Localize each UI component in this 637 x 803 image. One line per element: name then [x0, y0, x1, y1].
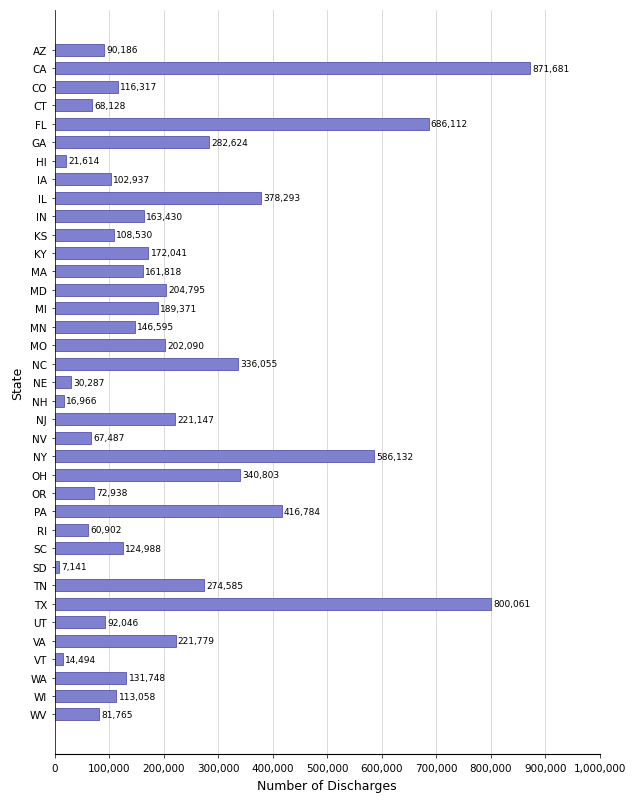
Bar [55, 82, 118, 94]
Text: 90,186: 90,186 [106, 47, 138, 55]
Text: 202,090: 202,090 [167, 341, 204, 350]
Bar [55, 63, 530, 75]
Bar [55, 45, 104, 57]
Y-axis label: State: State [11, 366, 24, 399]
Bar [55, 377, 71, 389]
Bar [55, 506, 282, 518]
Bar [55, 672, 127, 683]
Text: 131,748: 131,748 [129, 673, 166, 683]
Text: 378,293: 378,293 [263, 194, 300, 203]
Text: 204,795: 204,795 [168, 286, 206, 295]
Bar [55, 654, 62, 665]
Text: 586,132: 586,132 [376, 452, 413, 461]
Text: 416,784: 416,784 [284, 507, 321, 516]
Bar [55, 193, 261, 204]
Bar [55, 229, 114, 241]
Bar [55, 617, 105, 629]
Bar [55, 247, 148, 259]
Bar [55, 266, 143, 278]
Bar [55, 340, 165, 352]
Text: 282,624: 282,624 [211, 139, 248, 148]
Bar [55, 321, 134, 333]
Text: 124,988: 124,988 [125, 544, 162, 553]
Bar [55, 469, 240, 481]
Bar [55, 100, 92, 112]
Bar [55, 450, 374, 463]
Bar [55, 524, 88, 536]
Text: 189,371: 189,371 [160, 304, 197, 313]
Bar [55, 414, 175, 426]
Text: 336,055: 336,055 [240, 360, 277, 369]
Bar [55, 432, 92, 444]
Bar [55, 561, 59, 573]
Text: 60,902: 60,902 [90, 526, 122, 535]
Text: 14,494: 14,494 [65, 654, 96, 664]
Text: 7,141: 7,141 [61, 563, 87, 572]
Bar [55, 174, 111, 186]
Text: 340,803: 340,803 [243, 471, 280, 479]
Text: 274,585: 274,585 [206, 581, 243, 590]
Text: 81,765: 81,765 [101, 710, 133, 719]
Text: 172,041: 172,041 [150, 249, 188, 259]
Bar [55, 156, 66, 168]
X-axis label: Number of Discharges: Number of Discharges [257, 779, 397, 792]
Text: 871,681: 871,681 [532, 65, 569, 74]
Bar [55, 598, 490, 610]
Text: 800,061: 800,061 [493, 600, 530, 609]
Text: 221,147: 221,147 [177, 415, 214, 424]
Text: 221,779: 221,779 [178, 636, 215, 646]
Bar [55, 690, 117, 702]
Text: 163,430: 163,430 [146, 212, 183, 222]
Text: 30,287: 30,287 [73, 378, 104, 387]
Text: 16,966: 16,966 [66, 397, 97, 406]
Bar [55, 635, 176, 647]
Text: 72,938: 72,938 [97, 489, 128, 498]
Text: 686,112: 686,112 [431, 120, 468, 129]
Text: 21,614: 21,614 [69, 157, 100, 166]
Bar [55, 119, 429, 131]
Bar [55, 137, 209, 149]
Bar [55, 580, 204, 592]
Bar [55, 487, 94, 499]
Text: 67,487: 67,487 [94, 434, 125, 442]
Text: 161,818: 161,818 [145, 267, 182, 276]
Text: 108,530: 108,530 [116, 230, 154, 240]
Bar [55, 284, 166, 296]
Text: 116,317: 116,317 [120, 84, 157, 92]
Text: 68,128: 68,128 [94, 102, 125, 111]
Bar [55, 211, 144, 222]
Bar [55, 708, 99, 720]
Bar [55, 358, 238, 370]
Bar [55, 395, 64, 407]
Text: 113,058: 113,058 [118, 691, 155, 701]
Bar [55, 543, 123, 555]
Bar [55, 303, 158, 315]
Text: 102,937: 102,937 [113, 175, 150, 185]
Text: 146,595: 146,595 [137, 323, 174, 332]
Text: 92,046: 92,046 [107, 618, 138, 627]
